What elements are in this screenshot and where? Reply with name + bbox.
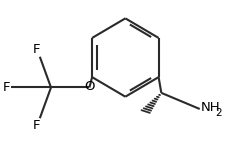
Text: F: F [33,43,40,56]
Text: NH: NH [201,101,220,114]
Text: F: F [2,81,10,94]
Text: O: O [84,80,95,93]
Text: F: F [33,119,40,132]
Text: 2: 2 [215,108,222,118]
